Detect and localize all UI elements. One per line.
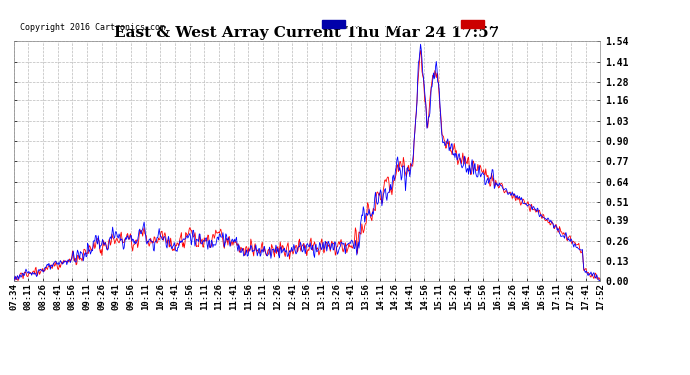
Title: East & West Array Current Thu Mar 24 17:57: East & West Array Current Thu Mar 24 17:… bbox=[115, 26, 500, 40]
Legend: East Array  (DC Amps), West Array (DC Amps): East Array (DC Amps), West Array (DC Amp… bbox=[320, 18, 595, 31]
Text: Copyright 2016 Cartronics.com: Copyright 2016 Cartronics.com bbox=[19, 22, 165, 32]
